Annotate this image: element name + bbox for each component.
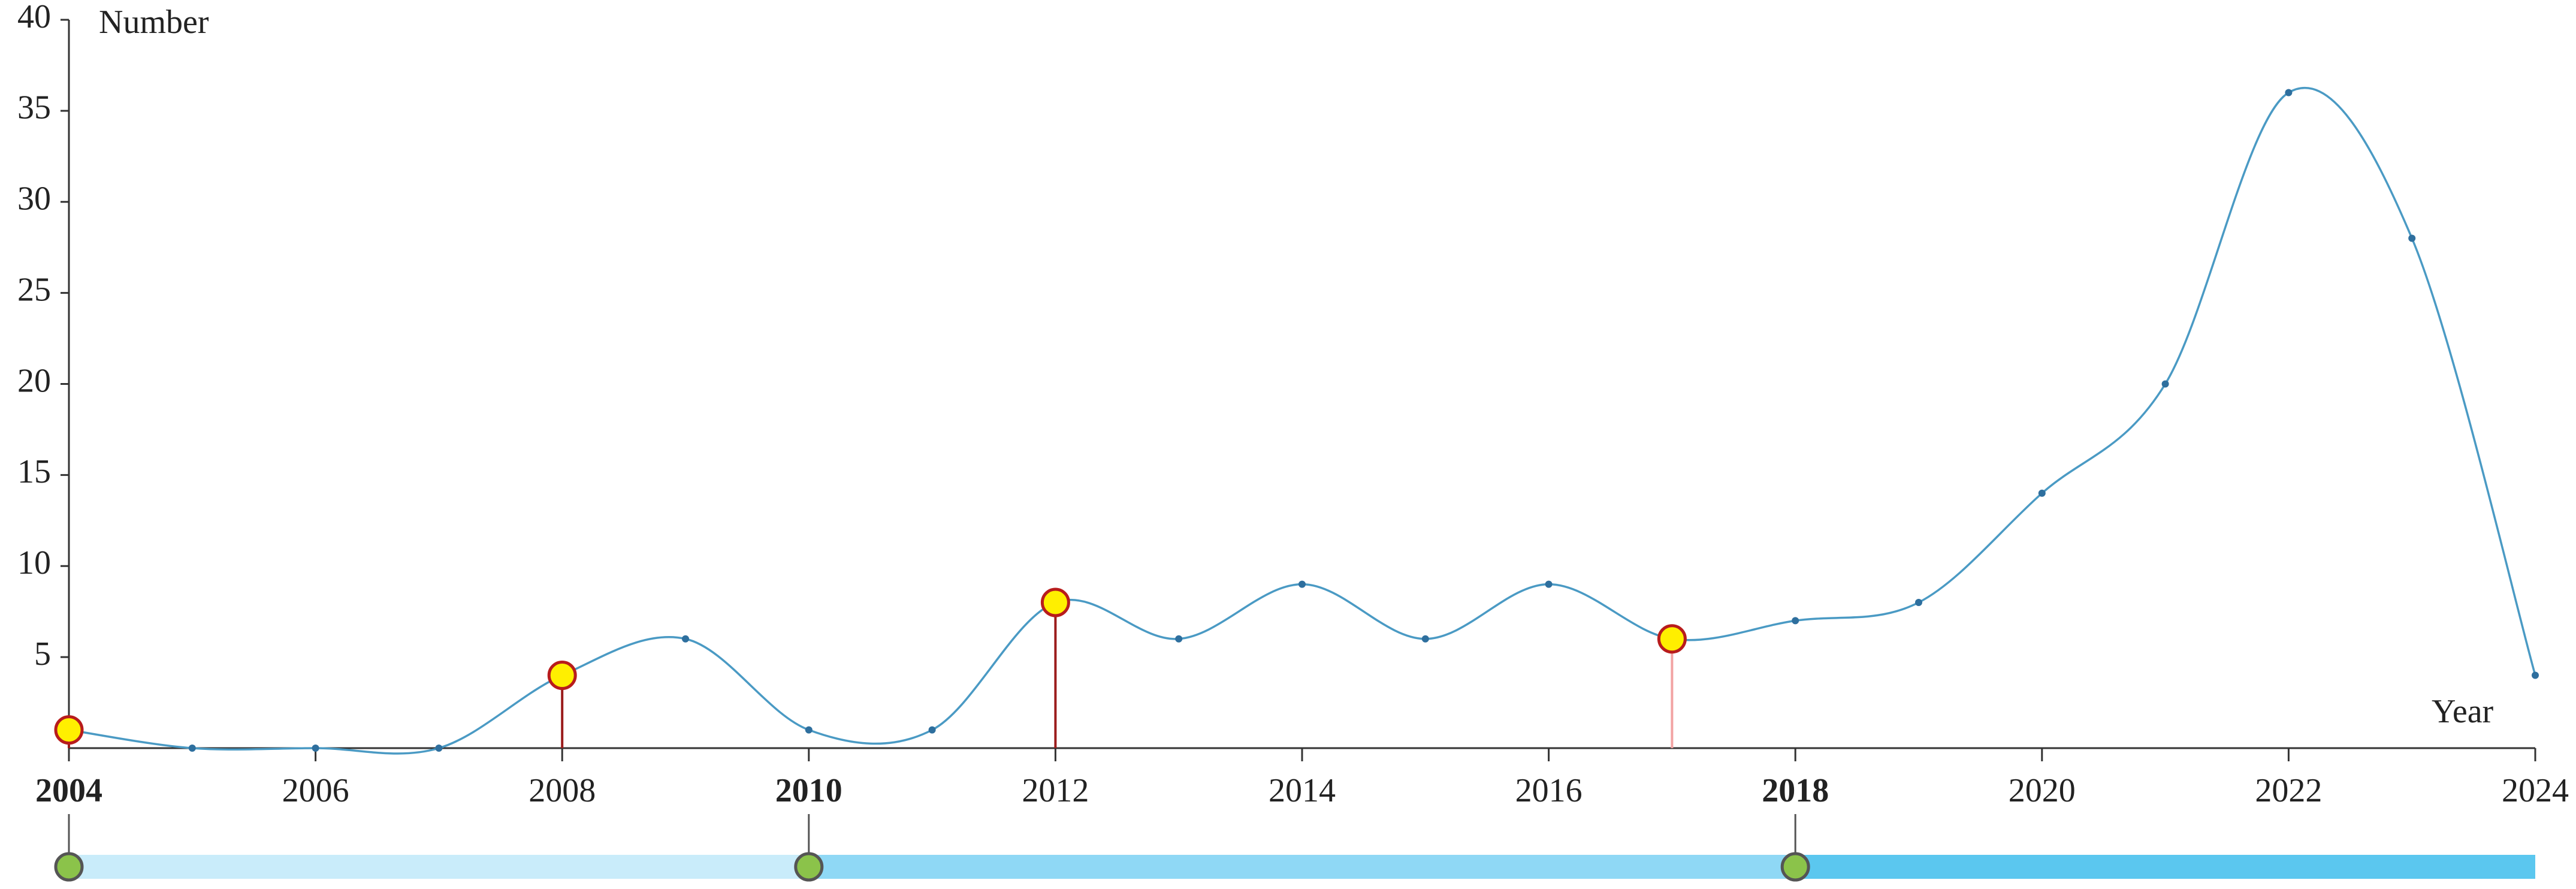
point (2532, 671, 2539, 679)
y-tick-label: 30 (17, 180, 51, 218)
point (2038, 489, 2046, 497)
y-tick-label: 25 (17, 271, 51, 308)
x-tick-label: 2016 (1515, 772, 1583, 809)
y-tick-label: 40 (17, 0, 51, 35)
x-axis-label: Year (2432, 693, 2494, 730)
point (928, 726, 936, 734)
point (188, 745, 196, 752)
x-tick-label: 2006 (282, 772, 349, 809)
period-marker (1780, 852, 1810, 882)
x-tick-label: 2010 (775, 772, 842, 809)
y-axis-label: Number (99, 4, 209, 41)
point (435, 745, 443, 752)
x-tick-label: 2024 (2502, 772, 2569, 809)
point (682, 635, 689, 643)
x-tick-label: 2008 (529, 772, 596, 809)
period-bar (808, 855, 1796, 879)
point (1915, 599, 1922, 606)
highlight-point (54, 715, 84, 745)
point (2408, 234, 2416, 242)
period-marker (794, 852, 824, 882)
y-tick-label: 20 (17, 362, 51, 399)
period-bar (69, 855, 809, 879)
x-tick-label: 2012 (1022, 772, 1089, 809)
point (805, 726, 813, 734)
line (68, 87, 2536, 755)
point (1421, 635, 1429, 643)
point (1298, 580, 1306, 588)
point (2161, 380, 2169, 388)
y-tick-label: 10 (17, 544, 51, 581)
point (1175, 635, 1183, 643)
y-tick-label: 35 (17, 89, 51, 126)
highlight-point (547, 661, 577, 690)
x-tick-label: 2018 (1762, 772, 1829, 809)
period-bar (1795, 855, 2535, 879)
x-tick-label: 2022 (2255, 772, 2322, 809)
point (1792, 617, 1799, 625)
x-tick-label: 2014 (1269, 772, 1336, 809)
y-tick-label: 15 (17, 453, 51, 490)
x-tick-label: 2004 (35, 772, 102, 809)
highlight-point (1657, 624, 1687, 654)
point (312, 745, 319, 752)
point (2285, 89, 2293, 97)
y-tick-label: 5 (34, 635, 51, 673)
point (1545, 580, 1553, 588)
period-marker (54, 852, 84, 882)
x-tick-label: 2020 (2009, 772, 2076, 809)
highlight-point (1040, 587, 1070, 617)
